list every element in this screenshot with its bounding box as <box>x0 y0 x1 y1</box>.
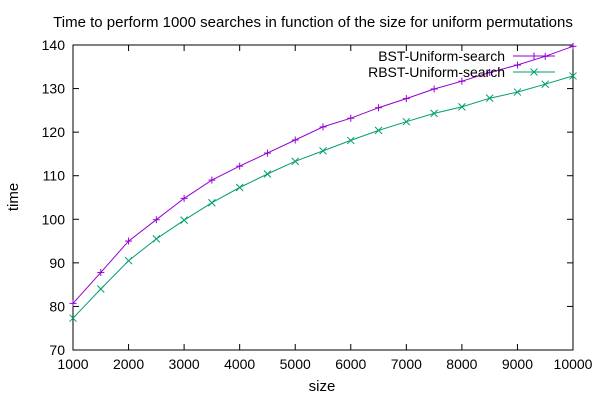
data-point <box>208 176 216 184</box>
data-point <box>346 136 355 145</box>
data-point <box>124 256 133 265</box>
series-line <box>72 45 574 304</box>
data-point <box>263 170 272 178</box>
data-point <box>235 183 244 192</box>
data-point <box>486 68 494 76</box>
x-tick-label: 3000 <box>169 356 200 372</box>
data-point <box>319 123 327 131</box>
y-tick-label: 120 <box>42 124 66 140</box>
series-RBST-Uniform-search <box>69 72 577 323</box>
data-point <box>569 42 577 50</box>
data-point <box>374 126 383 135</box>
data-point <box>347 114 355 122</box>
legend-marker <box>530 52 538 60</box>
data-point <box>69 299 77 307</box>
y-tick-label: 80 <box>49 298 65 314</box>
data-point <box>513 88 522 96</box>
y-tick-label: 100 <box>42 211 66 227</box>
y-tick-label: 90 <box>49 255 65 271</box>
x-tick-label: 1000 <box>57 356 88 372</box>
data-point <box>485 94 494 103</box>
data-point <box>402 95 410 103</box>
y-tick-label: 110 <box>43 168 66 184</box>
data-point <box>541 80 550 89</box>
legend-label: BST-Uniform-search <box>378 48 505 64</box>
data-point <box>291 136 299 144</box>
data-point <box>97 268 105 276</box>
data-point <box>208 198 216 207</box>
chart-title: Time to perform 1000 searches in functio… <box>53 14 573 31</box>
data-point <box>152 216 160 224</box>
x-tick-label: 4000 <box>224 356 255 372</box>
data-point <box>319 147 327 155</box>
data-point <box>180 194 188 202</box>
data-point <box>402 117 411 126</box>
y-axis: 70 80 90 100 110 120 130 140 <box>42 37 573 358</box>
y-tick-label: 140 <box>42 37 66 53</box>
series-BST-Uniform-search <box>69 42 577 307</box>
data-point <box>458 77 466 85</box>
data-point <box>291 157 300 166</box>
data-point <box>180 216 188 225</box>
x-axis-label: size <box>309 378 336 395</box>
x-tick-label: 10000 <box>554 356 593 372</box>
x-tick-label: 8000 <box>446 356 477 372</box>
plot-border <box>72 44 574 351</box>
y-tick-label: 130 <box>42 81 66 97</box>
series-layer <box>69 42 577 323</box>
x-axis: 1000 2000 3000 4000 5000 6000 7000 8000 9000 1000… <box>57 45 593 372</box>
plot-frame <box>72 44 574 351</box>
data-point <box>430 109 438 118</box>
data-point <box>263 149 271 157</box>
legend-marker <box>530 68 538 76</box>
data-point <box>236 162 244 170</box>
data-point <box>430 85 438 93</box>
x-tick-label: 5000 <box>280 356 311 372</box>
y-tick-label: 70 <box>49 342 65 358</box>
legend-label: RBST-Uniform-search <box>368 64 505 80</box>
data-point <box>569 72 577 80</box>
data-point <box>152 235 161 243</box>
data-point <box>96 285 105 293</box>
data-point <box>69 314 77 323</box>
data-point <box>125 237 133 245</box>
x-tick-label: 9000 <box>502 356 533 372</box>
series-line <box>72 75 574 319</box>
x-tick-label: 2000 <box>113 356 144 372</box>
x-tick-label: 7000 <box>391 356 422 372</box>
data-point <box>458 103 466 111</box>
x-tick-label: 6000 <box>335 356 366 372</box>
data-point <box>513 61 521 69</box>
data-point <box>375 104 383 112</box>
y-axis-label: time <box>5 183 22 211</box>
